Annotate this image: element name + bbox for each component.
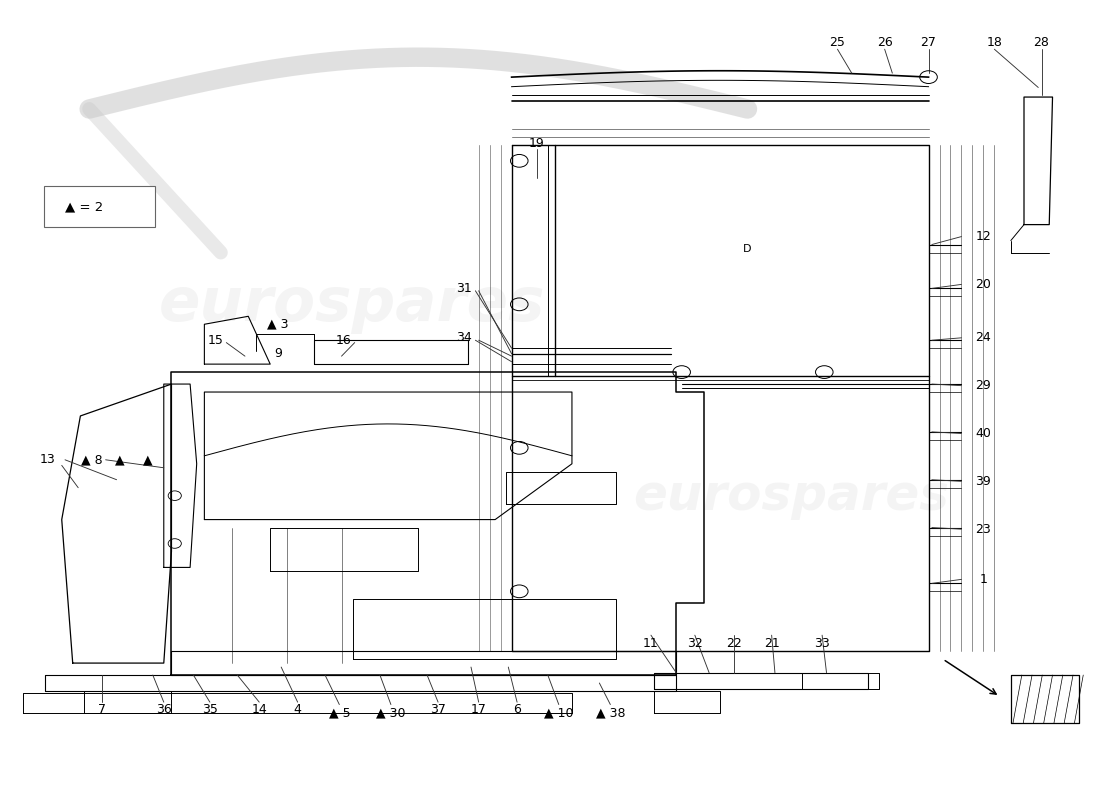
Text: 39: 39 bbox=[976, 475, 991, 488]
Text: 16: 16 bbox=[336, 334, 352, 346]
Text: 9: 9 bbox=[274, 347, 282, 360]
Text: eurospares: eurospares bbox=[634, 472, 949, 520]
Text: 27: 27 bbox=[921, 36, 936, 50]
Text: ▲ 38: ▲ 38 bbox=[595, 706, 625, 719]
Text: 11: 11 bbox=[644, 637, 659, 650]
Text: 29: 29 bbox=[976, 379, 991, 392]
Text: 19: 19 bbox=[529, 137, 544, 150]
Text: 23: 23 bbox=[976, 522, 991, 536]
Text: 31: 31 bbox=[456, 282, 472, 295]
Text: D: D bbox=[744, 243, 751, 254]
Text: 32: 32 bbox=[688, 637, 703, 650]
Text: ▲ = 2: ▲ = 2 bbox=[65, 200, 103, 213]
Text: ▲: ▲ bbox=[143, 454, 152, 466]
Text: ▲ 5: ▲ 5 bbox=[329, 706, 350, 719]
Text: 36: 36 bbox=[156, 703, 172, 716]
Text: 18: 18 bbox=[987, 36, 1002, 50]
Text: eurospares: eurospares bbox=[160, 275, 546, 334]
Text: 22: 22 bbox=[726, 637, 742, 650]
Text: 26: 26 bbox=[877, 36, 892, 50]
Text: 34: 34 bbox=[456, 331, 472, 344]
Text: 21: 21 bbox=[763, 637, 780, 650]
Text: 15: 15 bbox=[208, 334, 223, 346]
Text: 12: 12 bbox=[976, 230, 991, 243]
Text: 37: 37 bbox=[430, 703, 446, 716]
Text: ▲ 8: ▲ 8 bbox=[80, 454, 102, 466]
Text: 14: 14 bbox=[252, 703, 267, 716]
Text: 13: 13 bbox=[40, 454, 55, 466]
Text: 28: 28 bbox=[1034, 36, 1049, 50]
Text: 7: 7 bbox=[98, 703, 107, 716]
Text: ▲ 10: ▲ 10 bbox=[544, 706, 573, 719]
Text: 35: 35 bbox=[202, 703, 218, 716]
Text: 24: 24 bbox=[976, 331, 991, 344]
Text: 6: 6 bbox=[513, 703, 521, 716]
Text: 17: 17 bbox=[471, 703, 486, 716]
Text: 25: 25 bbox=[829, 36, 846, 50]
FancyBboxPatch shape bbox=[44, 186, 155, 227]
Text: ▲ 30: ▲ 30 bbox=[376, 706, 406, 719]
Text: 40: 40 bbox=[976, 427, 991, 440]
Text: 33: 33 bbox=[814, 637, 830, 650]
Text: 20: 20 bbox=[976, 278, 991, 291]
Text: 1: 1 bbox=[979, 573, 988, 586]
Text: ▲: ▲ bbox=[116, 454, 124, 466]
Text: 4: 4 bbox=[294, 703, 301, 716]
Text: ▲ 3: ▲ 3 bbox=[267, 317, 288, 330]
